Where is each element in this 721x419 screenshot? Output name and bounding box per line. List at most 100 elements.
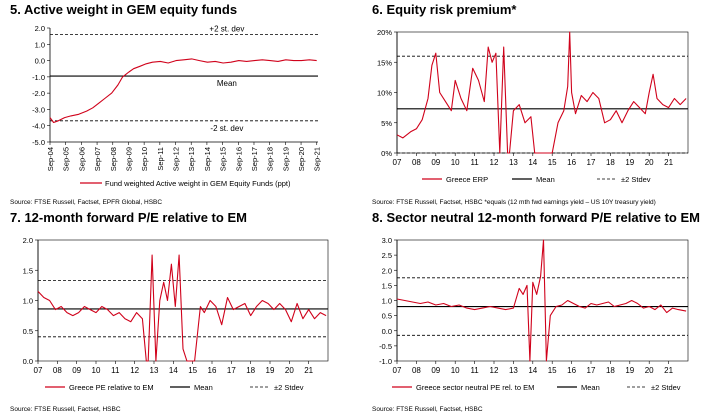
legend-label: ±2 Stdev	[651, 383, 681, 392]
x-tick-label: 17	[227, 366, 236, 375]
x-tick-label: 18	[246, 366, 255, 375]
x-tick-label: 13	[150, 366, 159, 375]
x-tick-label: Sep-17	[250, 147, 259, 171]
y-tick-label: 0.0	[382, 327, 392, 336]
x-tick-label: 11	[111, 366, 120, 375]
series-line	[49, 58, 317, 124]
x-tick-label: 10	[451, 158, 460, 167]
x-tick-label: 14	[528, 158, 537, 167]
x-tick-label: Sep-21	[313, 147, 322, 171]
y-tick-label: 2.0	[382, 266, 392, 275]
x-tick-label: Sep-07	[93, 147, 102, 171]
y-tick-label: -3.0	[32, 105, 45, 114]
x-tick-label: 18	[606, 158, 615, 167]
chart-title: 6. Equity risk premium*	[372, 2, 517, 17]
x-tick-label: 08	[53, 366, 62, 375]
x-tick-label: 19	[625, 158, 634, 167]
y-tick-label: -2.0	[32, 89, 45, 98]
x-tick-label: 12	[490, 158, 499, 167]
legend-label: ±2 Stdev	[274, 383, 304, 392]
x-tick-label: 20	[645, 366, 654, 375]
x-tick-label: 20	[285, 366, 294, 375]
x-tick-label: Sep-05	[62, 147, 71, 171]
x-tick-label: Sep-20	[297, 147, 306, 171]
x-tick-label: 15	[188, 366, 197, 375]
x-tick-label: 13	[509, 158, 518, 167]
y-tick-label: -5.0	[32, 138, 45, 147]
x-tick-label: 18	[606, 366, 615, 375]
series-line	[396, 31, 687, 154]
y-tick-label: 0.0	[35, 57, 45, 66]
chart-source: Source: FTSE Russell, Factset, HSBC	[10, 406, 121, 413]
x-tick-label: Sep-04	[46, 147, 55, 171]
x-tick-label: 09	[431, 366, 440, 375]
y-tick-label: 0.0	[23, 357, 33, 366]
y-tick-label: -4.0	[32, 122, 45, 131]
y-tick-label: 2.0	[35, 24, 45, 33]
x-tick-label: 11	[470, 158, 479, 167]
chart-equity-risk-premium: 20% 15% 10% 5% 0%07 08 09 10 11 12 13 14 15 16 17 18 19 2…	[377, 28, 689, 184]
y-tick-label: 1.0	[35, 40, 45, 49]
x-tick-label: Sep-19	[281, 147, 290, 171]
y-tick-label: -0.5	[379, 342, 392, 351]
x-tick-label: 07	[393, 158, 402, 167]
x-tick-label: Sep-06	[77, 147, 86, 171]
y-tick-label: 10%	[377, 89, 392, 98]
x-tick-label: 10	[451, 366, 460, 375]
x-tick-label: Sep-12	[172, 147, 181, 171]
x-tick-label: 10	[92, 366, 101, 375]
y-tick-label: 1.5	[23, 266, 33, 275]
legend-label: Greece PE relative to EM	[69, 383, 154, 392]
legend-label: Greece ERP	[446, 175, 488, 184]
x-tick-label: Sep-16	[234, 147, 243, 171]
chart-title: 7. 12-month forward P/E relative to EM	[10, 210, 247, 225]
legend-label: ±2 Stdev	[621, 175, 651, 184]
y-tick-label: 0.5	[382, 312, 392, 321]
legend-label: Fund weighted Active weight in GEM Equit…	[105, 179, 291, 188]
chart-sector-neutral-pe: 3.0 2.5 2.0 1.5 1.0 0.5 0.0 -0.5 -1.007 08 09 10 11 1…	[379, 236, 689, 392]
chart-title: 5. Active weight in GEM equity funds	[10, 2, 238, 17]
x-tick-label: 17	[587, 366, 596, 375]
y-tick-label: 20%	[377, 28, 392, 37]
reference-line-label: -2 st. dev	[210, 124, 243, 133]
x-tick-label: 21	[664, 158, 673, 167]
x-tick-label: Sep-10	[140, 147, 149, 171]
x-tick-label: 13	[509, 366, 518, 375]
x-tick-label: 15	[548, 158, 557, 167]
y-tick-label: 2.5	[382, 251, 392, 260]
x-tick-label: 19	[266, 366, 275, 375]
y-tick-label: 1.5	[382, 281, 392, 290]
x-tick-label: 09	[72, 366, 81, 375]
x-tick-label: Sep-13	[187, 147, 196, 171]
x-tick-label: 14	[169, 366, 178, 375]
x-tick-label: 15	[548, 366, 557, 375]
x-tick-label: 08	[412, 158, 421, 167]
x-tick-label: Sep-09	[124, 147, 133, 171]
x-tick-label: 16	[567, 366, 576, 375]
x-tick-label: 16	[208, 366, 217, 375]
chart-source: Source: FTSE Russell, Factset, HSBC	[372, 406, 483, 413]
x-tick-label: 16	[567, 158, 576, 167]
series-line	[396, 239, 687, 362]
x-tick-label: 09	[431, 158, 440, 167]
x-tick-label: Sep-08	[109, 147, 118, 171]
x-tick-label: 17	[587, 158, 596, 167]
series-line	[37, 254, 327, 362]
y-tick-label: 0%	[381, 149, 392, 158]
legend-label: Mean	[536, 175, 555, 184]
y-tick-label: 1.0	[382, 297, 392, 306]
x-tick-label: 21	[304, 366, 313, 375]
y-tick-label: 3.0	[382, 236, 392, 245]
chart-source: Source: FTSE Russell, Factset, HSBC *equ…	[372, 199, 656, 206]
y-tick-label: -1.0	[379, 357, 392, 366]
x-tick-label: 21	[664, 366, 673, 375]
y-tick-label: 1.0	[23, 297, 33, 306]
chart-title: 8. Sector neutral 12-month forward P/E r…	[372, 210, 700, 225]
legend-label: Mean	[194, 383, 213, 392]
x-tick-label: 11	[470, 366, 479, 375]
chart-pe-relative-em: 2.0 1.5 1.0 0.5 0.007 08 09 10 11 12 13 14 15 16 17 18 1…	[23, 236, 329, 392]
reference-line-label: Mean	[217, 79, 237, 88]
x-tick-label: 08	[412, 366, 421, 375]
reference-line-label: +2 st. dev	[209, 25, 244, 34]
x-tick-label: 12	[130, 366, 139, 375]
